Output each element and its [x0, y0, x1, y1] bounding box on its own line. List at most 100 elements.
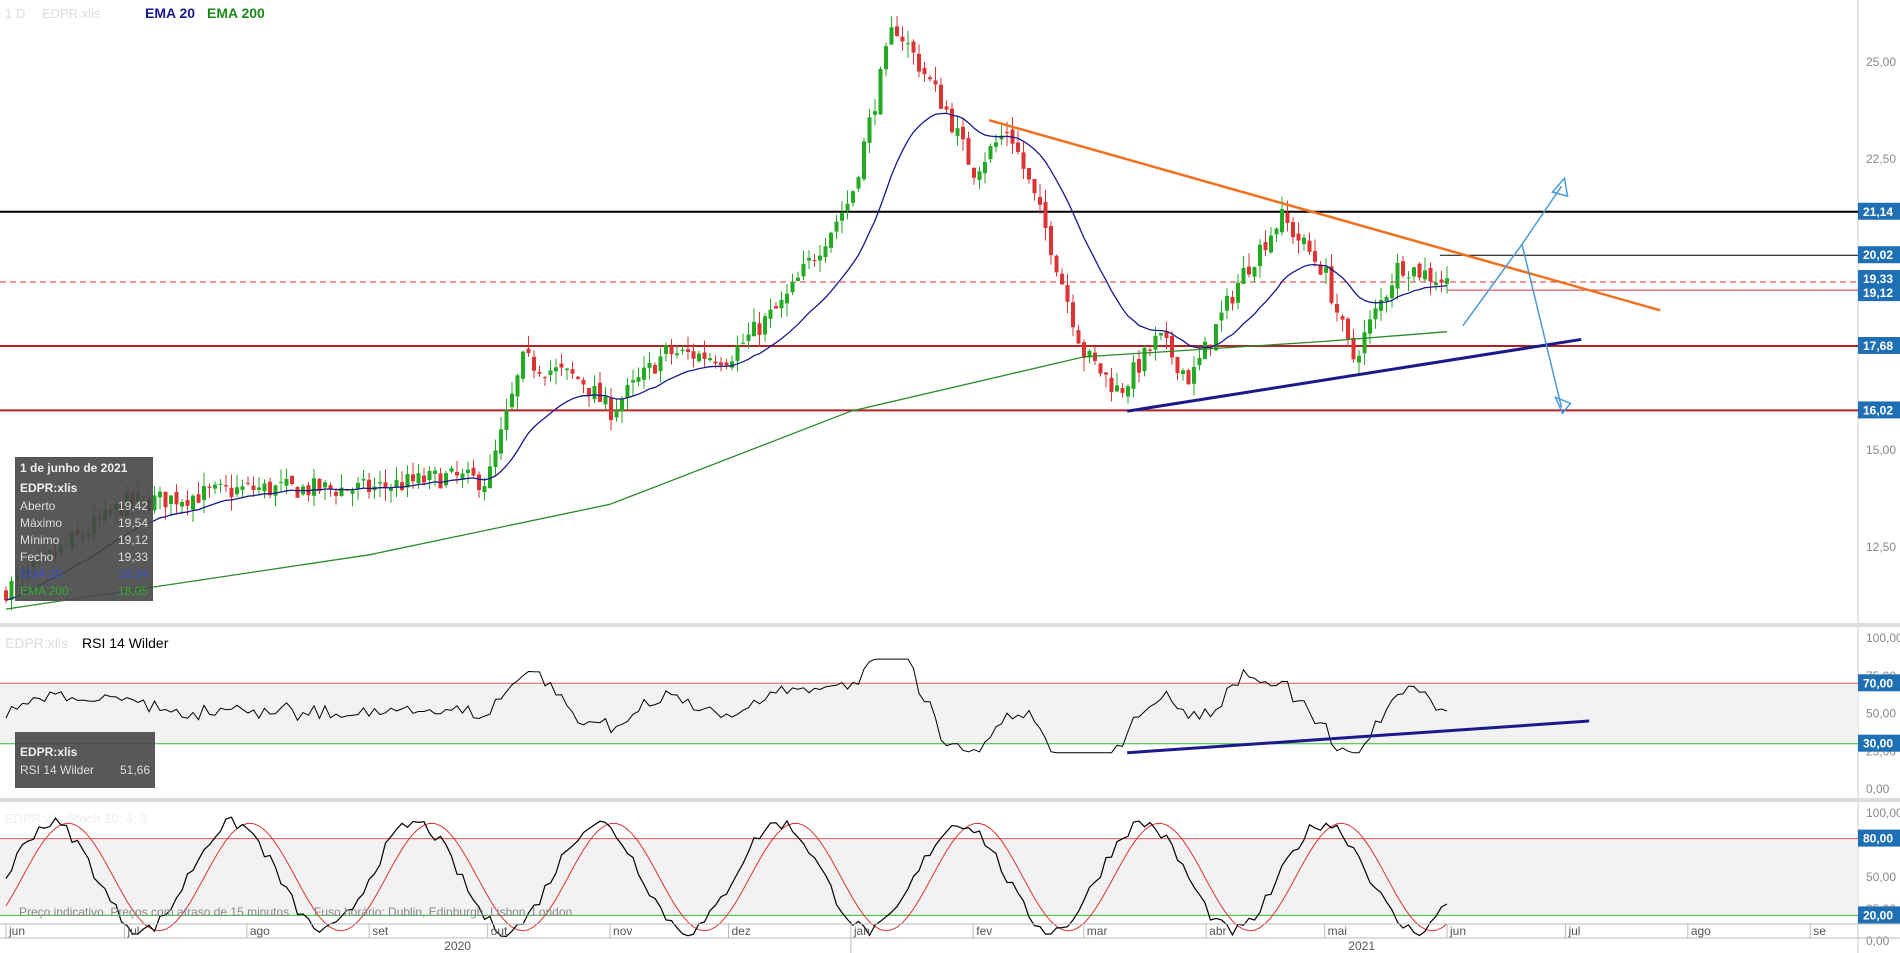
candle-body	[235, 487, 239, 495]
candle-body	[801, 263, 806, 277]
candle-body	[1115, 385, 1119, 392]
ema200-line	[5, 331, 1448, 610]
month-label: jul	[1567, 924, 1580, 938]
candle-body	[196, 494, 201, 503]
candle-body	[1258, 244, 1262, 267]
month-label: abr	[1209, 924, 1226, 938]
candle-body	[202, 486, 206, 501]
candle-body	[493, 450, 498, 468]
candle-body	[1335, 304, 1339, 313]
info-row-open: Aberto 19,42	[20, 499, 148, 513]
candle-body	[856, 177, 861, 189]
candle-body	[1302, 237, 1306, 245]
candle-body	[1197, 357, 1202, 366]
candle-body	[1021, 152, 1026, 169]
candle-body	[647, 362, 652, 368]
candle-body	[185, 499, 190, 506]
candle-body	[834, 221, 839, 232]
candle-body	[191, 495, 195, 510]
timeframe-label: 1 D	[5, 6, 25, 21]
rsi-info-row: RSI 14 Wilder 51,66	[20, 763, 150, 777]
price-tick-label: 25,00	[1866, 55, 1896, 69]
candle-body	[433, 470, 437, 474]
rsi-tick-label: 0,00	[1866, 782, 1890, 796]
candle-body	[862, 141, 866, 180]
candle-body	[405, 473, 410, 488]
price-tick-label: 12,50	[1866, 540, 1896, 554]
candle-body	[471, 467, 476, 476]
candle-body	[422, 475, 426, 483]
candle-body	[1186, 370, 1191, 385]
candle-body	[911, 41, 916, 53]
candle-body	[867, 117, 872, 143]
candle-body	[845, 203, 850, 211]
candle-body	[317, 478, 322, 492]
candle-body	[697, 353, 701, 362]
candle-body	[889, 27, 894, 45]
candle-body	[631, 380, 635, 383]
rsi-info-symbol: EDPR:xlis	[20, 745, 78, 759]
candle-body	[1225, 295, 1229, 311]
candle-body	[1390, 285, 1394, 298]
rsi-level-label: 70,00	[1863, 676, 1893, 690]
candle-body	[515, 375, 520, 397]
price-tag-label: 21,14	[1863, 205, 1893, 219]
candle-body	[334, 491, 338, 496]
candle-body	[609, 398, 613, 421]
month-label: jun	[8, 924, 25, 938]
candle-body	[1060, 273, 1064, 285]
rsi-title: RSI 14 Wilder	[82, 635, 169, 651]
candle-body	[768, 309, 773, 319]
candle-body	[1280, 209, 1284, 233]
candle-body	[823, 246, 828, 258]
info-row-ema200: EMA 200 18,05	[20, 584, 148, 598]
bullish-scenario-arrow	[1462, 185, 1563, 327]
candle-body	[592, 385, 597, 400]
stoch-title: EDPR:xlis Stoch 10; 3; 3	[5, 811, 147, 826]
candle-body	[1373, 308, 1378, 320]
ema200-legend: EMA 200	[207, 5, 265, 21]
candle-body	[829, 232, 833, 248]
candle-body	[532, 356, 536, 371]
candle-body	[1247, 266, 1251, 275]
candle-body	[163, 491, 168, 508]
candle-body	[895, 26, 899, 36]
month-label: ago	[1691, 924, 1711, 938]
candle-body	[944, 106, 949, 110]
candle-body	[1439, 279, 1444, 283]
candle-body	[213, 484, 217, 489]
rsi-level-tag	[1858, 674, 1900, 692]
candle-body	[906, 43, 910, 45]
candle-body	[224, 485, 228, 487]
candle-body	[1423, 270, 1427, 280]
price-tag-label: 16,02	[1863, 403, 1893, 417]
candle-body	[900, 36, 905, 42]
candle-body	[460, 473, 465, 479]
candle-body	[1049, 226, 1053, 256]
candle-body	[840, 213, 844, 221]
candle-body	[152, 495, 157, 511]
candle-body	[686, 349, 690, 352]
candle-body	[669, 346, 674, 355]
candle-body	[9, 580, 14, 601]
year-label: 2020	[444, 939, 471, 953]
candle-body	[521, 351, 525, 379]
candle-body	[1038, 196, 1042, 205]
rsi-info-box: EDPR:xlis RSI 14 Wilder 51,66	[15, 732, 155, 788]
candle-body	[466, 469, 470, 474]
stoch-tick-label: 50,00	[1866, 870, 1896, 884]
candle-body	[378, 482, 382, 484]
symbol-label: EDPR:xlis	[42, 6, 101, 21]
info-symbol: EDPR:xlis	[20, 481, 78, 495]
candle-body	[576, 376, 580, 379]
candle-body	[757, 323, 762, 335]
candle-body	[1153, 335, 1158, 350]
candle-body	[444, 473, 448, 486]
candle-body	[1318, 264, 1323, 275]
candle-body	[581, 380, 586, 385]
rsi-level-tag	[1858, 734, 1900, 752]
stoch-d-line	[5, 822, 1448, 932]
candle-body	[268, 481, 272, 496]
candle-body	[691, 351, 696, 359]
